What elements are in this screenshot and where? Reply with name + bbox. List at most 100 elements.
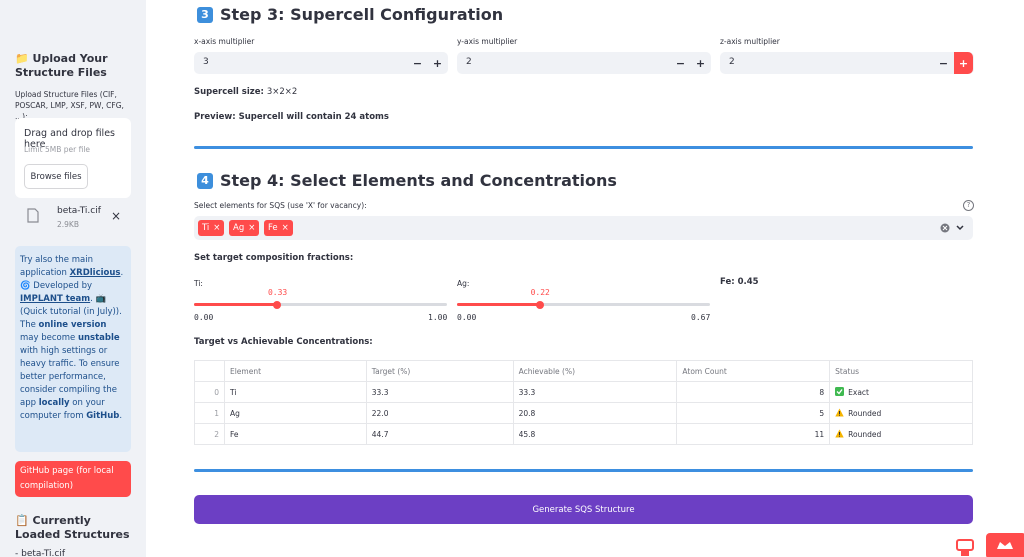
row-index: 2	[194, 423, 225, 445]
column-header: Achievable (%)	[512, 360, 678, 382]
table-cell: 33.3	[365, 381, 514, 403]
row-index: 0	[194, 381, 225, 403]
help-icon[interactable]: ?	[963, 200, 974, 211]
table-cell: 22.0	[365, 402, 514, 424]
info-link[interactable]: IMPLANT team	[20, 294, 91, 304]
column-header: Atom Count	[676, 360, 831, 382]
step3-icon: 3	[197, 6, 213, 23]
slider-fill	[194, 303, 278, 306]
step3-title: Step 3: Supercell Configuration	[220, 5, 504, 24]
header-row: Element Target (%) Achievable (%) Atom Coun…	[194, 360, 973, 382]
info-text: locally	[38, 398, 70, 408]
slider-value: 0.22	[530, 288, 550, 297]
file-remove[interactable]: ×	[111, 209, 122, 223]
github-button[interactable]: GitHub page (for local compilation)	[15, 461, 131, 497]
warning-icon	[835, 408, 844, 417]
fixed-label: Fe:	[720, 277, 735, 287]
minus-button[interactable]: −	[412, 56, 423, 70]
status-text: Rounded	[848, 409, 882, 418]
dropzone[interactable]: Drag and drop files here Limit 5MB per f…	[15, 118, 131, 198]
plus-button[interactable]: +	[954, 52, 973, 74]
element-chip: Fe ×	[264, 220, 293, 236]
status-text: Rounded	[848, 430, 882, 439]
fractions-title: Set target composition fractions:	[194, 253, 354, 263]
table-cell: Fe	[223, 423, 367, 445]
element-chip: Ti ×	[198, 220, 225, 236]
slider-max: 0.67	[691, 313, 711, 322]
slider-thumb[interactable]	[536, 300, 545, 309]
file-name: beta-Ti.cif	[57, 206, 101, 216]
number-input[interactable]: 2 − +	[720, 52, 974, 74]
check-icon	[835, 387, 845, 396]
input-value: 2	[466, 57, 472, 67]
ms-controls	[940, 223, 964, 233]
multiselect[interactable]: Ti × Ag × Fe ×	[194, 216, 973, 240]
step4-title: Step 4: Select Elements and Concentratio…	[220, 171, 617, 190]
status-cell: Rounded	[829, 402, 973, 424]
sidebar: 📁 Upload Your Structure Files Upload Str…	[0, 0, 146, 557]
step4-icon: 4	[197, 172, 213, 189]
plus-button[interactable]: +	[432, 56, 443, 70]
slider-max: 1.00	[428, 313, 448, 322]
info-text: with high settings or heavy traffic. To …	[20, 346, 120, 408]
table-cell: Ag	[223, 402, 367, 424]
row-index: 1	[194, 402, 225, 424]
table-cell: 44.7	[365, 423, 514, 445]
drop-title: Drag and drop files here	[24, 128, 115, 150]
divider	[194, 146, 973, 149]
plus-button[interactable]: +	[695, 56, 706, 70]
table-title: Target vs Achievable Concentrations:	[194, 337, 373, 347]
slider-label: Ag:	[457, 279, 470, 288]
minus-button[interactable]: −	[675, 56, 686, 70]
chip-remove[interactable]: ×	[248, 223, 256, 233]
step3-heading: 3 Step 3: Supercell Configuration	[197, 5, 503, 24]
info-box: Try also the main application XRDlicious…	[15, 246, 131, 452]
file-icon	[27, 208, 39, 223]
info-text: . 🌀 Developed by	[20, 268, 124, 291]
preview: Preview: Supercell will contain 24 atoms	[194, 112, 389, 122]
slider-track	[194, 303, 447, 306]
slider-label: Ti:	[194, 279, 203, 288]
generate-button[interactable]: Generate SQS Structure	[194, 495, 973, 524]
input-value: 2	[729, 57, 735, 67]
size-value: 3×2×2	[266, 87, 298, 97]
column-header: Element	[223, 360, 367, 382]
table-cell: 45.8	[512, 423, 678, 445]
step4-heading: 4 Step 4: Select Elements and Concentrat…	[197, 171, 617, 190]
minus-button[interactable]: −	[938, 56, 949, 70]
number-input[interactable]: 3 − +	[194, 52, 448, 74]
column-header: Target (%)	[365, 360, 514, 382]
upload-label: Upload Structure Files (CIF, POSCAR, LMP…	[15, 90, 124, 121]
column-header: Status	[829, 360, 973, 382]
fixed-fraction: Fe: 0.45	[720, 277, 759, 287]
slider-thumb[interactable]	[273, 300, 282, 309]
input-value: 3	[203, 57, 209, 67]
input-label: z-axis multiplier	[720, 37, 780, 46]
info-text: online version	[38, 320, 107, 330]
browse-button[interactable]: Browse files	[24, 164, 88, 189]
info-text: on your computer from	[20, 398, 105, 421]
drop-limit: Limit 5MB per file	[24, 145, 91, 154]
table-cell: 11	[676, 423, 831, 445]
streamlit-badge[interactable]	[986, 533, 1024, 557]
table-cell: 5	[676, 402, 831, 424]
size-line: Supercell size: 3×2×2	[194, 87, 297, 97]
table-cell: 8	[676, 381, 831, 403]
slider-fill	[457, 303, 541, 306]
status-text: Exact	[848, 388, 869, 397]
chip-label: Fe	[268, 223, 278, 233]
info-link[interactable]: XRDlicious	[69, 268, 121, 278]
file-size: 2.9KB	[57, 220, 79, 229]
fixed-value: 0.45	[737, 277, 759, 287]
number-input[interactable]: 2 − +	[457, 52, 711, 74]
table-row: 0 Ti 33.3 33.3 8 Exact	[194, 381, 973, 403]
loaded-item: - beta-Ti.cif	[15, 549, 66, 557]
status-cell: Rounded	[829, 423, 973, 445]
select-label: Select elements for SQS (use 'X' for vac…	[194, 201, 367, 210]
info-text: . 📺 (Quick tutorial (in July)). The	[20, 294, 122, 330]
size-label: Supercell size:	[194, 87, 264, 97]
chip-remove[interactable]: ×	[281, 223, 289, 233]
warning-icon	[835, 429, 844, 438]
chip-remove[interactable]: ×	[213, 223, 221, 233]
